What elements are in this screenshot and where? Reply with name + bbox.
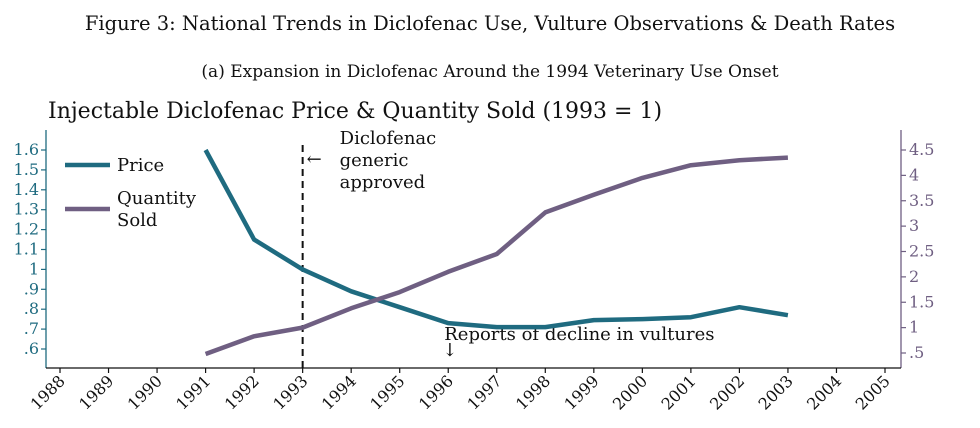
left-tick-label: 1: [29, 259, 39, 278]
x-tick-label: 2002: [706, 371, 748, 413]
legend-label: Sold: [117, 210, 157, 231]
x-tick-label: 2005: [852, 371, 894, 413]
chart-title: Injectable Diclofenac Price & Quantity S…: [48, 99, 663, 124]
generic-arrow: ←: [307, 149, 322, 170]
left-tick-label: 1.1: [14, 240, 39, 259]
legend-label: Price: [117, 155, 164, 176]
right-tick-label: 1: [909, 318, 919, 337]
x-tick-label: 1989: [75, 371, 117, 413]
right-tick-label: 4.5: [909, 140, 934, 159]
series-lines: [203, 148, 789, 357]
right-tick-label: 4: [909, 165, 919, 184]
x-tick-label: 2000: [609, 371, 651, 413]
x-tick-label: 1996: [415, 371, 457, 413]
figure-subtitle: (a) Expansion in Diclofenac Around the 1…: [201, 62, 779, 82]
x-tick-label: 2001: [657, 371, 699, 413]
left-tick-label: .7: [24, 319, 39, 338]
right-tick-label: .5: [909, 343, 924, 362]
tick-labels: .6.7.8.911.11.21.31.41.51.6.511.522.533.…: [14, 140, 935, 414]
x-tick-label: 1997: [463, 371, 505, 413]
right-tick-label: 2.5: [909, 242, 934, 261]
x-tick-label: 1991: [172, 371, 214, 413]
series-line-quantity-sold: [204, 155, 789, 357]
x-tick-label: 1995: [366, 371, 408, 413]
x-tick-label: 2004: [803, 371, 845, 413]
x-tick-label: 1999: [560, 371, 602, 413]
figure-title: Figure 3: National Trends in Diclofenac …: [84, 12, 896, 35]
generic-approved-label: Diclofenac: [340, 128, 437, 149]
axes: [41, 130, 906, 373]
right-tick-label: 1.5: [909, 292, 934, 311]
left-tick-label: 1.6: [14, 140, 39, 159]
generic-approved-label: generic: [340, 150, 409, 171]
left-tick-label: .6: [24, 339, 39, 358]
left-tick-label: 1.5: [14, 160, 39, 179]
left-tick-label: .8: [24, 299, 39, 318]
right-tick-label: 2: [909, 267, 919, 286]
x-tick-label: 1998: [512, 371, 554, 413]
left-tick-label: .9: [24, 279, 39, 298]
series-line-price: [203, 148, 789, 330]
generic-approved-label: approved: [340, 172, 426, 193]
decline-arrow: ↓: [442, 340, 457, 361]
x-tick-label: 1994: [318, 371, 360, 413]
right-tick-label: 3.5: [909, 191, 934, 210]
x-tick-label: 1992: [221, 371, 263, 413]
x-tick-label: 1988: [27, 371, 69, 413]
right-tick-label: 3: [909, 216, 919, 235]
x-tick-label: 1993: [269, 371, 311, 413]
left-tick-label: 1.2: [14, 220, 39, 239]
legend-label: Quantity: [117, 188, 197, 209]
x-tick-label: 2003: [755, 371, 797, 413]
left-tick-label: 1.4: [14, 180, 39, 199]
left-tick-label: 1.3: [14, 200, 39, 219]
x-tick-label: 1990: [124, 371, 166, 413]
